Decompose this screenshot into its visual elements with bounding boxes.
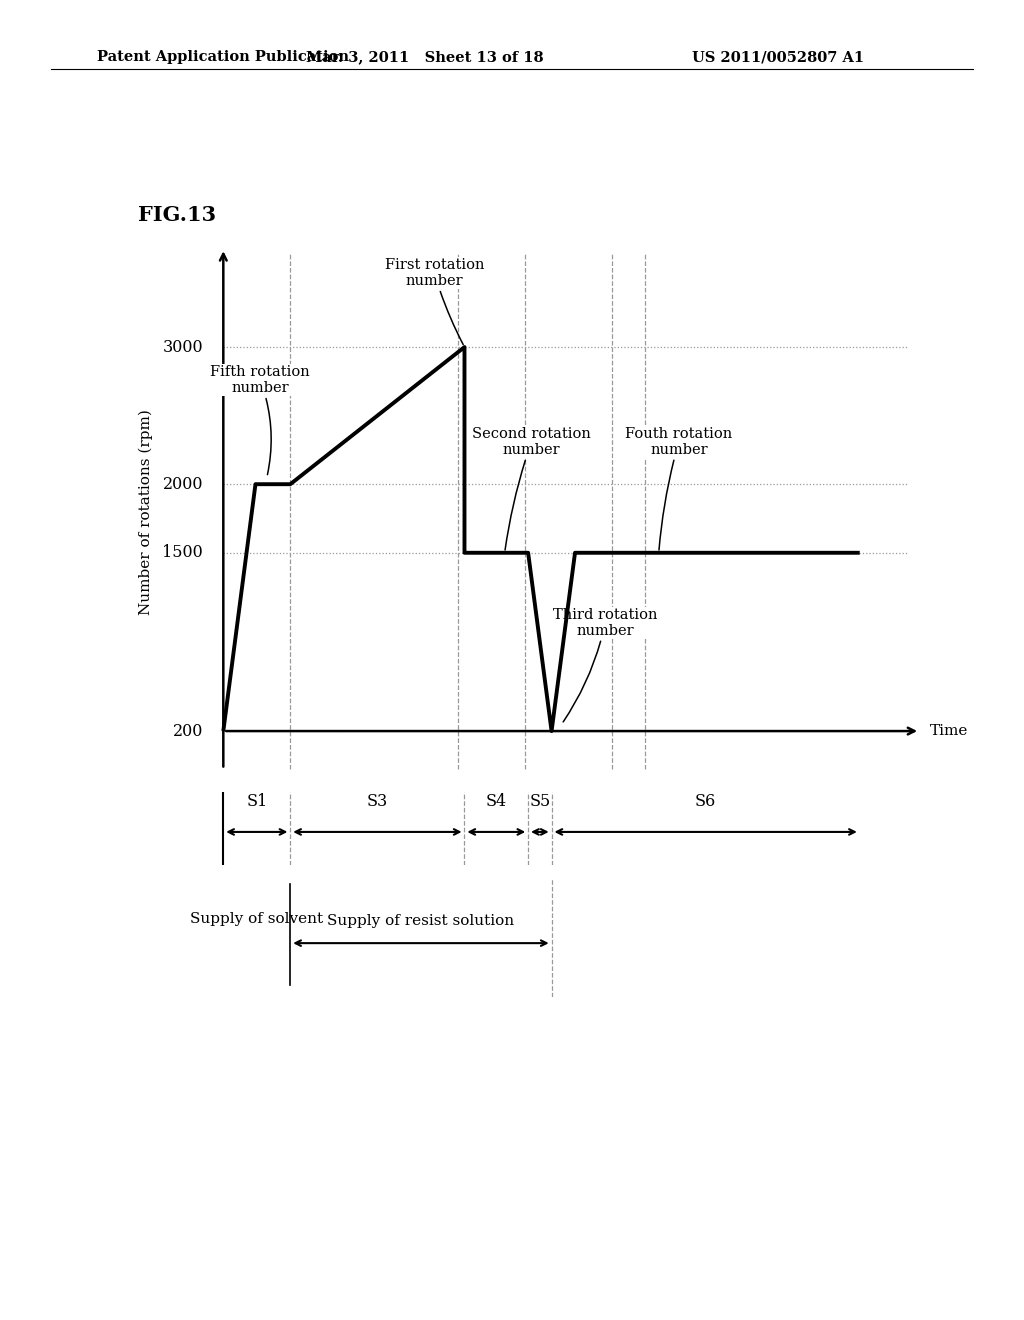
Text: Patent Application Publication: Patent Application Publication	[97, 50, 349, 65]
Text: 200: 200	[173, 722, 203, 739]
Text: Time: Time	[930, 725, 969, 738]
Text: 3000: 3000	[163, 338, 203, 355]
Text: First rotation
number: First rotation number	[385, 257, 484, 345]
Text: S4: S4	[485, 793, 507, 810]
Text: 2000: 2000	[163, 475, 203, 492]
Text: Fouth rotation
number: Fouth rotation number	[626, 426, 732, 550]
Text: Supply of resist solution: Supply of resist solution	[328, 913, 514, 928]
Text: Supply of solvent: Supply of solvent	[190, 912, 324, 927]
Text: S3: S3	[367, 793, 388, 810]
Text: Fifth rotation
number: Fifth rotation number	[210, 364, 310, 475]
Text: Mar. 3, 2011   Sheet 13 of 18: Mar. 3, 2011 Sheet 13 of 18	[306, 50, 544, 65]
Text: FIG.13: FIG.13	[138, 205, 216, 224]
Text: Third rotation
number: Third rotation number	[553, 607, 657, 722]
Text: S5: S5	[529, 793, 551, 810]
Text: Number of rotations (rpm): Number of rotations (rpm)	[139, 409, 154, 615]
Text: 1500: 1500	[163, 544, 203, 561]
Text: S6: S6	[695, 793, 716, 810]
Text: US 2011/0052807 A1: US 2011/0052807 A1	[692, 50, 864, 65]
Text: S1: S1	[246, 793, 267, 810]
Text: Second rotation
number: Second rotation number	[472, 426, 591, 550]
